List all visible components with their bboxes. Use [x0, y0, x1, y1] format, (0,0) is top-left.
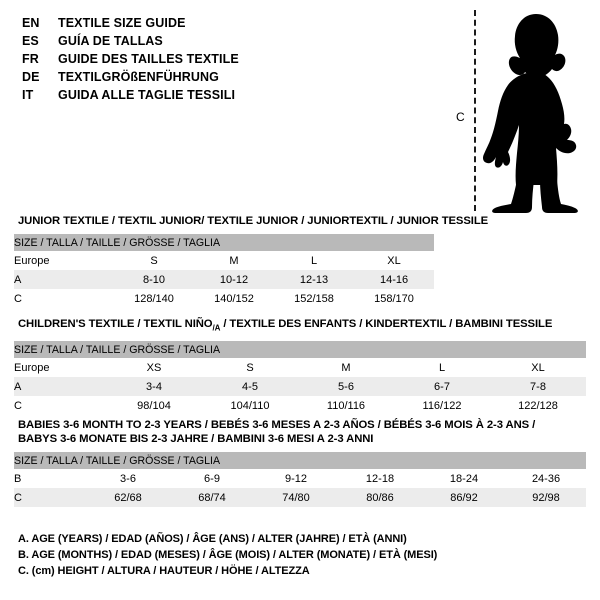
cell-value: 104/110	[202, 396, 298, 416]
cell-value: 12-13	[274, 270, 354, 289]
table-row: Europe XS S M L XL	[14, 358, 587, 378]
section-childrens-textile: CHILDREN'S TEXTILE / TEXTIL NIÑO/A / TEX…	[14, 317, 587, 416]
cell-value: 74/80	[254, 488, 338, 507]
section-title-subscript: /A	[212, 323, 221, 333]
table-band-header-row: SIZE / TALLA / TAILLE / GRÖSSE / TAGLIA	[14, 234, 435, 251]
cell-value: 86/92	[422, 488, 506, 507]
section-title-part: / TEXTILE DES ENFANTS / KINDERTEXTIL / B…	[220, 318, 553, 330]
row-label: Europe	[14, 251, 114, 270]
legend-line-c: C. (cm) HEIGHT / ALTURA / HAUTEUR / HÖHE…	[18, 565, 310, 577]
legend-line-b: B. AGE (MONTHS) / EDAD (MESES) / ÂGE (MO…	[18, 549, 438, 561]
section-title-line1: BABIES 3-6 MONTH TO 2-3 YEARS / BEBÉS 3-…	[18, 419, 536, 431]
table-row: C 128/140 140/152 152/158 158/170	[14, 289, 435, 308]
toddler-silhouette-icon	[483, 14, 578, 213]
language-code: FR	[22, 52, 39, 66]
cell-value: 6-9	[170, 469, 254, 488]
row-label: A	[14, 377, 106, 397]
table-row: C 98/104 104/110 110/116 116/122 122/128	[14, 396, 587, 416]
language-row: IT GUIDA ALLE TAGLIE TESSILI	[22, 86, 402, 104]
cell-value: 140/152	[194, 289, 274, 308]
cell-value: 5-6	[298, 377, 394, 397]
cell-value: 92/98	[506, 488, 587, 507]
cell-value: 3-4	[106, 377, 202, 397]
section-babies-textile: BABIES 3-6 MONTH TO 2-3 YEARS / BEBÉS 3-…	[14, 418, 587, 507]
children-size-table: SIZE / TALLA / TAILLE / GRÖSSE / TAGLIA …	[14, 341, 587, 416]
table-band-header-row: SIZE / TALLA / TAILLE / GRÖSSE / TAGLIA	[14, 341, 587, 359]
language-code: EN	[22, 16, 40, 30]
table-row: A 8-10 10-12 12-13 14-16	[14, 270, 435, 289]
language-row: FR GUIDE DES TAILLES TEXTILE	[22, 50, 402, 68]
junior-size-table: SIZE / TALLA / TAILLE / GRÖSSE / TAGLIA …	[14, 234, 435, 308]
babies-size-table: SIZE / TALLA / TAILLE / GRÖSSE / TAGLIA …	[14, 452, 587, 507]
language-title: GUÍA DE TALLAS	[58, 34, 163, 48]
cell-value: 12-18	[338, 469, 422, 488]
row-label: C	[14, 396, 106, 416]
section-title: JUNIOR TEXTILE / TEXTIL JUNIOR/ TEXTILE …	[18, 215, 489, 227]
language-row: EN TEXTILE SIZE GUIDE	[22, 14, 402, 32]
row-label: A	[14, 270, 114, 289]
row-label: C	[14, 289, 114, 308]
cell-value: S	[114, 251, 194, 270]
cell-value: 128/140	[114, 289, 194, 308]
language-code: DE	[22, 70, 40, 84]
cell-value: 9-12	[254, 469, 338, 488]
row-label: Europe	[14, 358, 106, 378]
cell-value: 18-24	[422, 469, 506, 488]
language-header-block: EN TEXTILE SIZE GUIDE ES GUÍA DE TALLAS …	[22, 14, 402, 104]
height-dashed-line	[474, 10, 476, 211]
row-label: B	[14, 469, 86, 488]
language-title: GUIDE DES TAILLES TEXTILE	[58, 52, 239, 66]
language-row: DE TEXTILGRÖßENFÜHRUNG	[22, 68, 402, 86]
section-title-line2: BABYS 3-6 MONATE BIS 2-3 JAHRE / BAMBINI…	[18, 433, 374, 445]
cell-value: 80/86	[338, 488, 422, 507]
section-junior-textile: JUNIOR TEXTILE / TEXTIL JUNIOR/ TEXTILE …	[14, 214, 488, 308]
cell-value: 10-12	[194, 270, 274, 289]
cell-value: L	[394, 358, 490, 378]
cell-value: XS	[106, 358, 202, 378]
cell-value: M	[194, 251, 274, 270]
cell-value: 98/104	[106, 396, 202, 416]
language-code: IT	[22, 88, 34, 102]
row-label: C	[14, 488, 86, 507]
cell-value: 24-36	[506, 469, 587, 488]
height-measure-figure: C	[450, 8, 600, 213]
cell-value: XL	[354, 251, 435, 270]
band-label: SIZE / TALLA / TAILLE / GRÖSSE / TAGLIA	[14, 452, 587, 469]
cell-value: 14-16	[354, 270, 435, 289]
cell-value: L	[274, 251, 354, 270]
cell-value: XL	[490, 358, 587, 378]
cell-value: 152/158	[274, 289, 354, 308]
section-title: CHILDREN'S TEXTILE / TEXTIL NIÑO/A / TEX…	[14, 317, 586, 335]
cell-value: 158/170	[354, 289, 435, 308]
cell-value: 116/122	[394, 396, 490, 416]
cell-value: 8-10	[114, 270, 194, 289]
cell-value: 62/68	[86, 488, 170, 507]
table-row: C 62/68 68/74 74/80 80/86 86/92 92/98	[14, 488, 587, 507]
table-row: A 3-4 4-5 5-6 6-7 7-8	[14, 377, 587, 397]
cell-value: S	[202, 358, 298, 378]
language-title: TEXTILE SIZE GUIDE	[58, 16, 186, 30]
language-code: ES	[22, 34, 39, 48]
cell-value: 3-6	[86, 469, 170, 488]
band-label: SIZE / TALLA / TAILLE / GRÖSSE / TAGLIA	[14, 234, 435, 251]
cell-value: 4-5	[202, 377, 298, 397]
legend-block: A. AGE (YEARS) / EDAD (AÑOS) / ÂGE (ANS)…	[18, 531, 578, 579]
measure-label-c: C	[456, 110, 465, 124]
table-row: Europe S M L XL	[14, 251, 435, 270]
band-label: SIZE / TALLA / TAILLE / GRÖSSE / TAGLIA	[14, 341, 587, 359]
legend-line-a: A. AGE (YEARS) / EDAD (AÑOS) / ÂGE (ANS)…	[18, 533, 407, 545]
table-band-header-row: SIZE / TALLA / TAILLE / GRÖSSE / TAGLIA	[14, 452, 587, 469]
cell-value: 68/74	[170, 488, 254, 507]
language-title: TEXTILGRÖßENFÜHRUNG	[58, 70, 219, 84]
cell-value: 6-7	[394, 377, 490, 397]
cell-value: M	[298, 358, 394, 378]
cell-value: 122/128	[490, 396, 587, 416]
language-title: GUIDA ALLE TAGLIE TESSILI	[58, 88, 236, 102]
table-row: B 3-6 6-9 9-12 12-18 18-24 24-36	[14, 469, 587, 488]
section-title-part: CHILDREN'S TEXTILE / TEXTIL NIÑO	[18, 318, 213, 330]
language-row: ES GUÍA DE TALLAS	[22, 32, 402, 50]
cell-value: 110/116	[298, 396, 394, 416]
cell-value: 7-8	[490, 377, 587, 397]
